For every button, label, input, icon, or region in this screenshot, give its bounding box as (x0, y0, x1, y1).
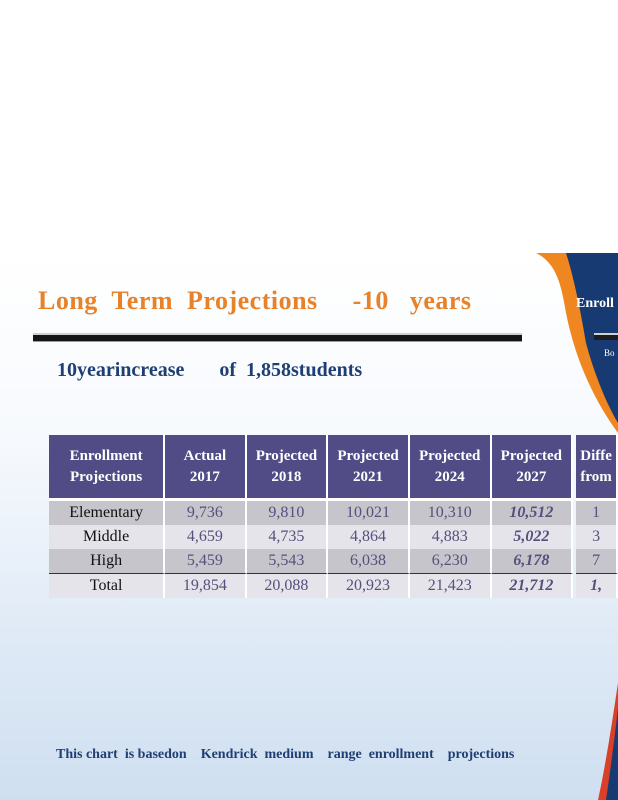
header-projected-2018: Projected 2018 (246, 435, 329, 501)
table-cell: 6,038 (328, 549, 410, 573)
row-label: Total (49, 573, 166, 598)
table-cell: 3 (576, 525, 618, 549)
side-divider (594, 333, 618, 340)
side-panel-title: Enroll (576, 296, 614, 311)
table-row: Middle 4,659 4,735 4,864 4,883 5,022 3 (49, 525, 618, 549)
table-cell: 21,712 (491, 573, 574, 598)
table-cell: 9,736 (165, 501, 247, 525)
header-enrollment-projections: Enrollment Projections (49, 435, 166, 501)
table-cell: 4,659 (165, 525, 247, 549)
slide-subtitle: 10yearincrease of 1,858students (57, 359, 363, 381)
side-panel-subtitle: Bo (604, 348, 615, 358)
table-cell: 4,883 (409, 525, 492, 549)
table-cell: 9,810 (246, 501, 329, 525)
header-actual-2017: Actual 2017 (165, 435, 247, 501)
table-cell: 10,512 (491, 501, 574, 525)
enrollment-projections-table: Enrollment Projections Actual 2017 Proje… (49, 435, 618, 598)
table-cell: 5,459 (165, 549, 247, 573)
slide-title: Long Term Projections -10 years (38, 286, 472, 315)
table-cell: 1, (576, 573, 618, 598)
title-divider (33, 333, 522, 342)
table-row: High 5,459 5,543 6,038 6,230 6,178 7 (49, 549, 618, 573)
table-cell: 1 (576, 501, 618, 525)
table-cell: 6,230 (409, 549, 492, 573)
table-cell: 4,735 (246, 525, 329, 549)
row-label: Elementary (49, 501, 166, 525)
table-cell: 4,864 (328, 525, 410, 549)
table-cell: 19,854 (165, 573, 247, 598)
row-label: Middle (49, 525, 166, 549)
footnote: This chart is basedon Kendrick medium ra… (56, 747, 515, 762)
header-projected-2024: Projected 2024 (409, 435, 492, 501)
table-cell: 10,310 (409, 501, 492, 525)
header-difference: Diffe from (576, 435, 618, 501)
table-cell: 5,022 (491, 525, 574, 549)
table-cell: 7 (576, 549, 618, 573)
table-cell: 20,923 (328, 573, 410, 598)
table-cell: 10,021 (328, 501, 410, 525)
table-header-row: Enrollment Projections Actual 2017 Proje… (49, 435, 618, 501)
header-projected-2027: Projected 2027 (491, 435, 574, 501)
table-row: Elementary 9,736 9,810 10,021 10,310 10,… (49, 501, 618, 525)
header-projected-2021: Projected 2021 (328, 435, 410, 501)
table-cell: 5,543 (246, 549, 329, 573)
table-cell: 21,423 (409, 573, 492, 598)
slide: Enroll Bo Long Term Projections -10 year… (0, 253, 618, 800)
table-row-total: Total 19,854 20,088 20,923 21,423 21,712… (49, 573, 618, 598)
table-cell: 20,088 (246, 573, 329, 598)
row-label: High (49, 549, 166, 573)
table-cell: 6,178 (491, 549, 574, 573)
decorative-swoosh (536, 253, 618, 800)
